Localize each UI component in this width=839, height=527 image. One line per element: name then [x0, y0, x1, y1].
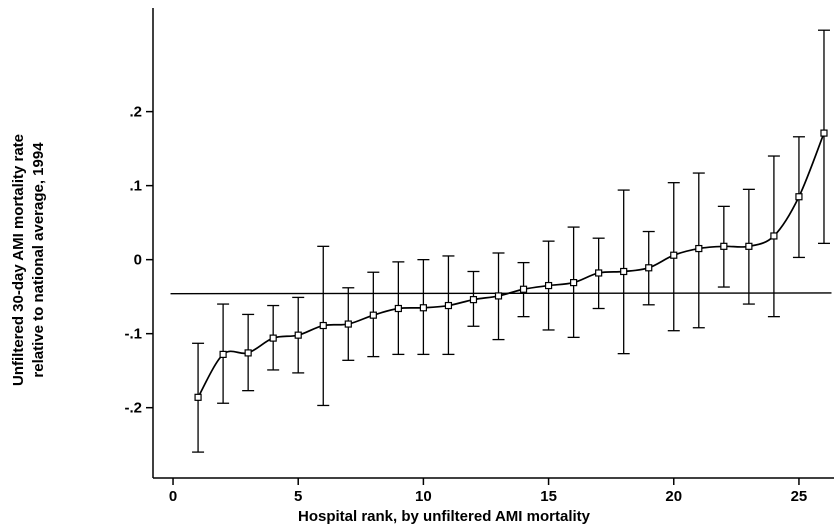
x-tick-label: 15 — [540, 488, 557, 505]
data-point — [319, 321, 327, 330]
data-point — [244, 349, 252, 357]
data-point — [595, 269, 603, 277]
y-axis-title-line-2: relative to national average, 1994 — [30, 142, 47, 378]
data-point — [469, 296, 478, 304]
data-point — [444, 301, 453, 310]
marker-layer — [194, 129, 828, 401]
x-tick-label: 20 — [665, 488, 682, 505]
x-tick-label: 0 — [169, 488, 177, 505]
data-point — [570, 278, 578, 287]
data-point — [269, 334, 277, 342]
data-point — [820, 129, 828, 137]
x-tick-label: 10 — [415, 488, 432, 505]
x-tick-label: 25 — [791, 488, 808, 505]
data-point — [770, 232, 778, 240]
data-point — [544, 281, 553, 290]
x-axis-title: Hospital rank, by unfiltered AMI mortali… — [298, 508, 591, 525]
data-point — [219, 350, 227, 358]
y-axis-title-line-1: Unfiltered 30-day AMI mortality rate — [10, 134, 27, 386]
axes-layer — [152, 8, 834, 479]
y-tick-label: .1 — [129, 178, 142, 195]
data-point — [795, 193, 803, 201]
y-tick-label: .2 — [129, 104, 142, 121]
data-point — [394, 304, 402, 313]
data-point — [369, 311, 377, 319]
data-point — [670, 251, 678, 259]
data-point — [645, 264, 653, 272]
data-point — [194, 393, 202, 401]
ticks-layer: 0 5 10 15 20 25 -.2 -.1 0 .1 .2 — [124, 104, 807, 505]
data-point — [620, 267, 628, 276]
data-point — [695, 244, 703, 253]
y-tick-label: 0 — [134, 252, 142, 269]
data-point — [419, 304, 427, 312]
y-tick-label: -.1 — [124, 326, 142, 343]
series-line — [197, 132, 825, 398]
series-layer — [197, 132, 825, 398]
data-point — [494, 292, 503, 300]
data-point — [519, 285, 528, 293]
y-tick-label: -.2 — [124, 400, 142, 417]
data-point — [294, 331, 302, 339]
data-point — [344, 320, 352, 328]
error-bar-layer — [192, 29, 830, 453]
data-point — [720, 242, 728, 250]
x-tick-label: 5 — [294, 488, 302, 505]
data-point — [745, 242, 753, 250]
